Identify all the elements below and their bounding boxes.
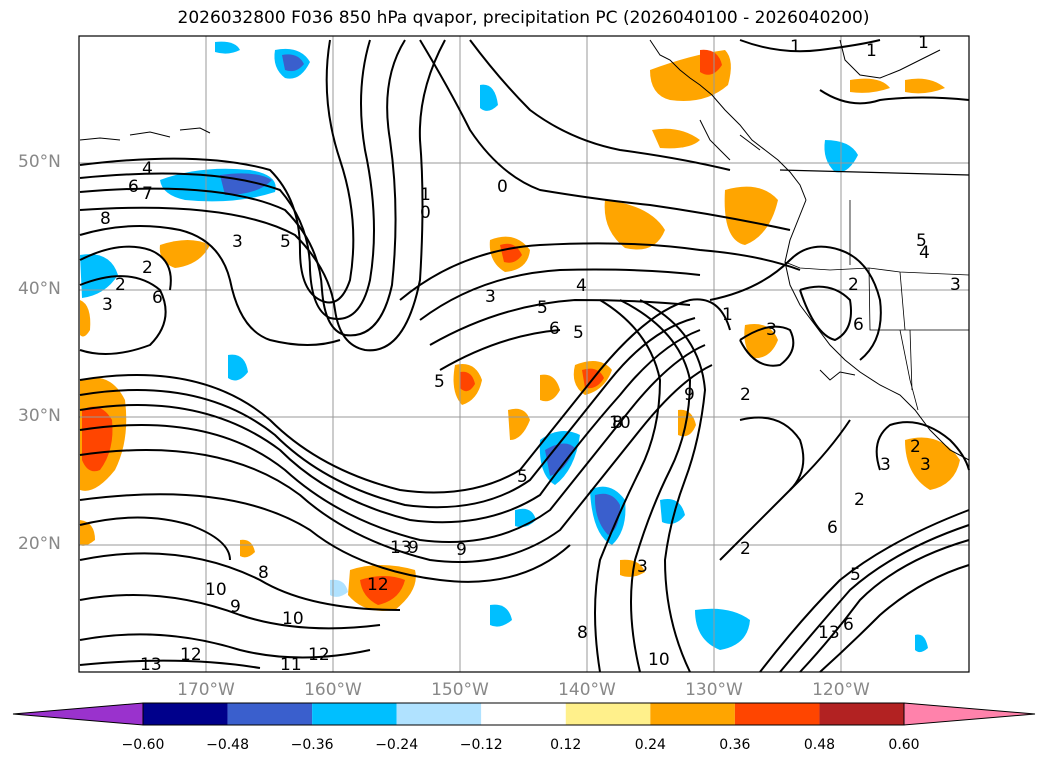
colorbar-cell: [143, 703, 228, 725]
contour-label: 5: [850, 565, 861, 585]
contour-label: 3: [232, 232, 243, 252]
contour-label: 6: [853, 315, 864, 335]
precip-shading: [80, 41, 960, 653]
contour-label: 11: [280, 655, 302, 675]
contour-label: 2: [848, 275, 859, 295]
vapor-contours: [79, 39, 970, 673]
contour-label: 2: [142, 258, 153, 278]
contour-label: 6: [843, 615, 854, 635]
contour-label: 3: [766, 320, 777, 340]
lat-label-40: 40°N: [18, 279, 61, 299]
contour-label: 9: [684, 385, 695, 405]
contour-label: 3: [950, 275, 961, 295]
contour-label: 8: [100, 209, 111, 229]
contour-label: 12: [367, 575, 389, 595]
colorbar-cell: [565, 703, 651, 725]
contour-label: 13: [818, 623, 840, 643]
colorbar-tick-label: −0.60: [121, 737, 165, 753]
colorbar: [12, 702, 1036, 726]
lat-label-30: 30°N: [18, 406, 61, 426]
contour-label: 6: [128, 177, 139, 197]
contour-label: 2: [740, 385, 751, 405]
contour-label: 10: [609, 413, 631, 433]
lat-label-50: 50°N: [18, 152, 61, 172]
colorbar-cell: [819, 703, 904, 725]
contour-label: 2: [910, 437, 921, 457]
contour-label: 3: [637, 557, 648, 577]
lon-label-170w: 170°W: [177, 680, 235, 700]
colorbar-cell: [481, 703, 566, 725]
contour-label: 1: [420, 185, 431, 205]
contour-label: 6: [827, 518, 838, 538]
contour-label: 5: [517, 467, 528, 487]
colorbar-cell: [312, 703, 397, 725]
colorbar-cell: [227, 703, 313, 725]
lon-label-130w: 130°W: [685, 680, 743, 700]
coastlines: [79, 39, 970, 461]
graticule: [79, 36, 969, 672]
lon-label-120w: 120°W: [812, 680, 870, 700]
contour-label: 13: [390, 538, 412, 558]
colorbar-cell: [650, 703, 735, 725]
contour-label: 10: [282, 609, 304, 629]
lon-label-150w: 150°W: [431, 680, 489, 700]
contour-label: 9: [230, 597, 241, 617]
contour-label: 6: [549, 319, 560, 339]
contour-label: 12: [180, 645, 202, 665]
colorbar-extend-high: [903, 702, 1036, 726]
contour-label: 5: [916, 231, 927, 251]
contour-label: 13: [140, 655, 162, 675]
contour-label: 5: [573, 323, 584, 343]
contour-label: 4: [576, 276, 587, 296]
contour-label: 0: [420, 203, 431, 223]
contour-label: 4: [919, 243, 930, 263]
colorbar-cell: [734, 703, 820, 725]
colorbar-tick-label: −0.12: [459, 737, 503, 753]
contour-label: 10: [205, 580, 227, 600]
colorbar-tick-label: 0.60: [888, 737, 920, 753]
contour-label: 3: [880, 455, 891, 475]
contour-label: 8: [258, 563, 269, 583]
contour-label: 3: [485, 287, 496, 307]
colorbar-tick-label: −0.24: [375, 737, 419, 753]
contour-label: 8: [577, 623, 588, 643]
contour-label: 1: [790, 37, 801, 57]
contour-label: 2: [115, 275, 126, 295]
lon-label-140w: 140°W: [558, 680, 616, 700]
contour-label: 9: [456, 540, 467, 560]
contour-label: 1: [866, 41, 877, 61]
lat-label-20: 20°N: [18, 534, 61, 554]
contour-label: 4: [142, 159, 153, 179]
contour-label: 2: [740, 539, 751, 559]
contour-label: 6: [152, 288, 163, 308]
contour-label: 9: [408, 538, 419, 558]
contour-label: 5: [280, 232, 291, 252]
contour-label: 1: [918, 33, 929, 53]
contour-label: 12: [308, 645, 330, 665]
colorbar-tick-label: 0.48: [803, 737, 836, 753]
contour-label: 3: [102, 295, 113, 315]
colorbar-extend-low: [12, 702, 144, 726]
map-title: 2026032800 F036 850 hPa qvapor, precipit…: [177, 8, 870, 28]
contour-label: 5: [434, 372, 445, 392]
contour-label: 2: [854, 490, 865, 510]
colorbar-tick-label: 0.12: [550, 737, 582, 753]
contour-label: 1: [722, 305, 733, 325]
contour-label: 5: [537, 298, 548, 318]
contour-label: 10: [648, 650, 670, 670]
colorbar-tick-label: 0.36: [719, 737, 751, 753]
colorbar-tick-label: −0.48: [206, 737, 249, 753]
colorbar-cell: [396, 703, 482, 725]
contour-label: 3: [920, 455, 931, 475]
contour-label: 7: [142, 184, 153, 204]
contour-label: 8: [612, 413, 623, 433]
colorbar-tick-label: 0.24: [634, 737, 666, 753]
map-frame: [78, 35, 970, 673]
colorbar-tick-label: −0.36: [290, 737, 334, 753]
lon-label-160w: 160°W: [304, 680, 362, 700]
contour-label: 0: [497, 177, 508, 197]
